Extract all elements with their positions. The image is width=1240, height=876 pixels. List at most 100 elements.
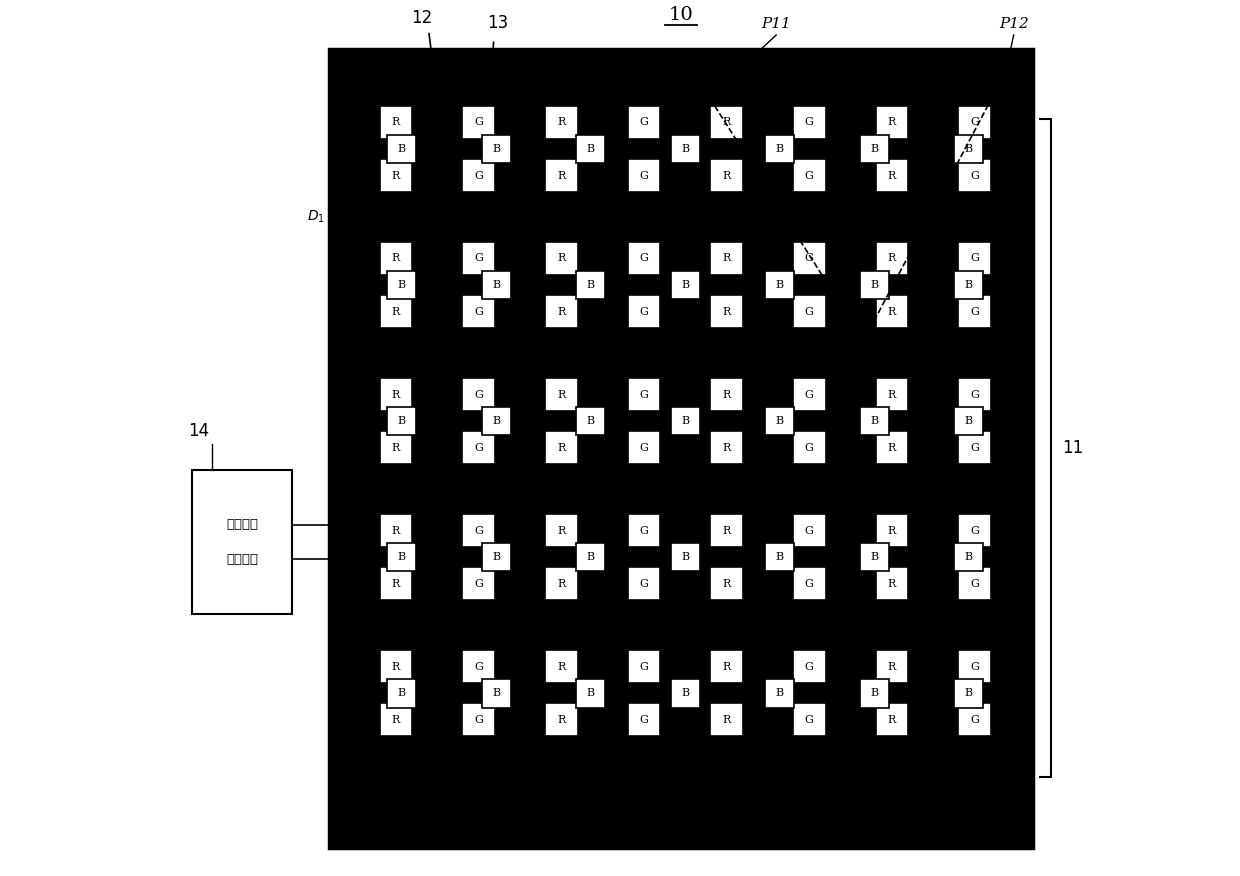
- Bar: [687, 150, 849, 201]
- Text: B: B: [398, 144, 405, 154]
- Text: R: R: [392, 307, 401, 316]
- Text: G: G: [640, 390, 649, 399]
- Text: R: R: [723, 661, 730, 672]
- Bar: [482, 271, 511, 300]
- Bar: [379, 650, 412, 683]
- Bar: [875, 378, 908, 411]
- Text: B: B: [870, 689, 878, 698]
- Text: B: B: [398, 689, 405, 698]
- Bar: [544, 568, 578, 600]
- Text: B: B: [965, 689, 972, 698]
- Text: G: G: [970, 253, 980, 264]
- Bar: [560, 532, 620, 583]
- Bar: [522, 286, 683, 337]
- Text: R: R: [392, 526, 401, 535]
- Bar: [522, 150, 683, 201]
- Text: B: B: [587, 552, 595, 562]
- Bar: [656, 532, 715, 583]
- Bar: [711, 242, 743, 275]
- Bar: [466, 395, 526, 447]
- Bar: [627, 295, 660, 328]
- Bar: [909, 148, 957, 150]
- Text: R: R: [888, 579, 897, 589]
- Bar: [544, 159, 578, 192]
- Bar: [482, 679, 511, 708]
- Text: G: G: [970, 579, 980, 589]
- Bar: [844, 532, 904, 583]
- Bar: [522, 558, 683, 610]
- Bar: [909, 556, 957, 558]
- Bar: [387, 679, 417, 708]
- Bar: [379, 378, 412, 411]
- Bar: [875, 295, 908, 328]
- Text: B: B: [965, 552, 972, 562]
- Bar: [379, 514, 412, 547]
- Bar: [627, 378, 660, 411]
- Bar: [522, 505, 683, 556]
- Bar: [959, 106, 991, 138]
- Bar: [875, 106, 908, 138]
- Bar: [875, 159, 908, 192]
- Bar: [560, 259, 620, 311]
- Bar: [356, 369, 518, 420]
- Bar: [875, 703, 908, 736]
- Bar: [750, 532, 810, 583]
- Bar: [687, 505, 849, 556]
- Bar: [413, 556, 461, 558]
- Text: G: G: [805, 253, 813, 264]
- Bar: [959, 378, 991, 411]
- Bar: [792, 159, 826, 192]
- Bar: [578, 284, 627, 286]
- Bar: [711, 568, 743, 600]
- Bar: [466, 124, 526, 174]
- Bar: [482, 543, 511, 571]
- Text: R: R: [723, 715, 730, 724]
- Bar: [544, 378, 578, 411]
- Bar: [522, 641, 683, 692]
- Text: 10: 10: [668, 5, 693, 24]
- Text: B: B: [398, 280, 405, 290]
- Bar: [792, 514, 826, 547]
- Text: 11: 11: [1061, 439, 1084, 457]
- Text: G: G: [805, 117, 813, 127]
- Text: R: R: [888, 307, 897, 316]
- Text: 控制电路: 控制电路: [226, 553, 258, 566]
- Text: B: B: [587, 144, 595, 154]
- Text: R: R: [392, 579, 401, 589]
- Bar: [627, 159, 660, 192]
- Text: B: B: [492, 416, 501, 426]
- Bar: [463, 568, 495, 600]
- Text: G: G: [474, 526, 484, 535]
- Text: $D_1$: $D_1$: [308, 208, 325, 225]
- Bar: [463, 514, 495, 547]
- Bar: [356, 97, 518, 148]
- Bar: [387, 271, 417, 300]
- Bar: [627, 106, 660, 138]
- Text: 12: 12: [410, 9, 433, 27]
- Bar: [939, 124, 998, 174]
- Bar: [356, 286, 518, 337]
- Bar: [356, 422, 518, 473]
- Text: R: R: [888, 715, 897, 724]
- Bar: [379, 106, 412, 138]
- Text: G: G: [970, 715, 980, 724]
- Bar: [852, 233, 1014, 284]
- Bar: [356, 233, 518, 284]
- Text: B: B: [587, 416, 595, 426]
- Text: G: G: [640, 253, 649, 264]
- Bar: [765, 406, 794, 435]
- Bar: [544, 431, 578, 464]
- Text: B: B: [681, 144, 689, 154]
- Bar: [544, 242, 578, 275]
- Bar: [466, 668, 526, 719]
- Text: R: R: [723, 390, 730, 399]
- Text: B: B: [776, 416, 784, 426]
- Text: R: R: [888, 661, 897, 672]
- Text: G: G: [970, 171, 980, 180]
- Bar: [859, 135, 889, 163]
- Bar: [372, 395, 432, 447]
- Bar: [671, 135, 699, 163]
- Text: R: R: [557, 253, 565, 264]
- Text: B: B: [492, 552, 501, 562]
- Bar: [711, 159, 743, 192]
